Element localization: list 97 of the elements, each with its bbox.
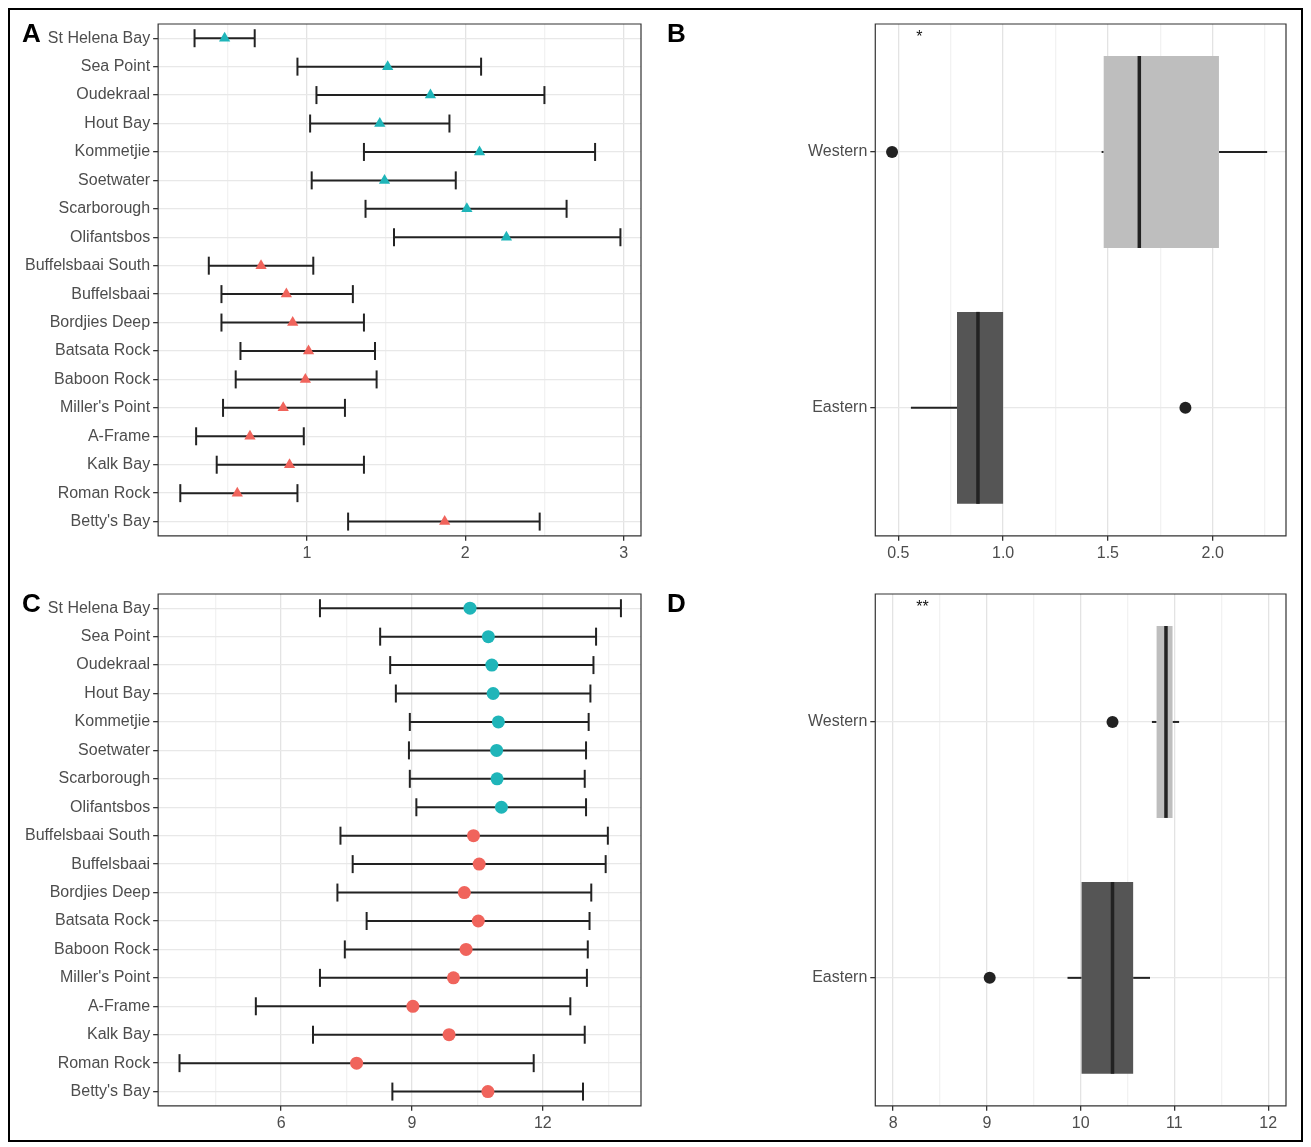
chart-title: C [22,588,41,619]
y-tick-label: A-Frame [87,426,151,444]
point [494,800,508,814]
y-tick-label: Buffelsbaai South [24,826,151,844]
y-tick-label: Bordjies Deep [49,882,151,900]
point [471,914,485,928]
x-tick-label: 1.5 [1096,543,1120,561]
x-tick-label: 0.5 [887,543,910,561]
point [280,287,292,298]
y-tick-label: Batsata Rock [54,911,152,929]
x-tick-label: 9 [982,1113,992,1131]
x-tick-label: 10 [1071,1113,1090,1131]
y-tick-label: Betty's Bay [70,1081,151,1099]
point [439,515,451,525]
point [490,743,504,757]
y-tick-label: Western [808,142,868,160]
y-tick-label: Miller's Point [59,968,151,986]
y-tick-label: Buffelsbaai [71,284,151,302]
point [378,173,391,184]
chart-title: B [667,18,686,49]
y-tick-label: Eastern [812,968,868,986]
y-tick-label: Oudekraal [76,655,151,673]
y-tick-label: Bordjies Deep [49,312,151,330]
point [463,601,477,615]
x-tick-label: 2.0 [1201,543,1224,561]
point [374,117,386,127]
y-tick-label: Buffelsbaai [71,854,151,872]
point [473,145,486,156]
y-tick-label: Miller's Point [59,398,151,416]
y-tick-label: Olifantsbos [70,797,151,815]
point [406,999,420,1013]
point [231,486,243,497]
x-tick-label: 1.0 [991,543,1015,561]
x-tick-label: 12 [533,1113,552,1131]
point [491,715,505,729]
x-tick-label: 3 [619,543,629,561]
x-tick-label: 6 [276,1113,286,1131]
point [255,259,267,269]
y-tick-label: Buffelsbaai South [24,256,151,274]
y-tick-label: Olifantsbos [70,227,151,245]
x-tick-label: 1 [302,543,312,561]
point [472,857,486,871]
y-tick-label: St Helena Bay [47,28,151,46]
point [244,429,256,440]
y-tick-label: Eastern [812,398,868,416]
y-tick-label: Soetwater [78,740,151,758]
point [442,1028,456,1042]
point [446,971,460,985]
y-tick-label: Scarborough [58,769,151,787]
point [299,372,311,383]
point [287,316,299,326]
x-tick-label: 8 [888,1113,898,1131]
y-tick-label: Baboon Rock [54,369,152,387]
chart-title: D [667,588,686,619]
point [486,687,500,701]
annotation: * [916,28,923,46]
point [500,230,513,241]
point [424,88,437,99]
y-tick-label: Betty's Bay [70,511,151,529]
y-tick-label: Kommetjie [74,712,151,730]
y-tick-label: St Helena Bay [47,598,151,616]
point [467,829,480,843]
y-tick-label: Western [808,712,868,730]
point [219,31,231,42]
y-tick-label: Roman Rock [57,483,152,501]
x-tick-label: 11 [1166,1113,1183,1131]
y-tick-label: Baboon Rock [54,939,152,957]
point [459,942,473,956]
point [350,1056,364,1070]
y-tick-label: Scarborough [58,199,151,217]
point [481,630,495,644]
y-tick-label: Kalk Bay [86,1025,151,1043]
y-tick-label: Roman Rock [57,1053,152,1071]
y-tick-label: Sea Point [80,627,151,645]
annotation: ** [916,598,929,616]
x-tick-label: 9 [407,1113,417,1131]
point [485,658,499,672]
y-tick-label: Oudekraal [76,85,151,103]
point [481,1085,495,1099]
y-tick-label: Batsata Rock [54,341,152,359]
y-tick-label: Sea Point [80,57,151,75]
point [302,344,315,355]
x-tick-label: 12 [1259,1113,1278,1131]
y-tick-label: Hout Bay [84,683,151,701]
point [490,772,504,786]
y-tick-label: Kalk Bay [86,455,151,473]
point [461,202,473,213]
point [277,401,289,412]
y-tick-label: Kommetjie [74,142,151,160]
y-tick-label: Soetwater [78,170,151,188]
y-tick-label: Hout Bay [84,113,151,131]
point [382,60,394,70]
point [457,886,471,900]
y-tick-label: A-Frame [87,996,151,1014]
chart-title: A [22,18,41,49]
x-tick-label: 2 [460,543,470,561]
point [283,458,296,468]
